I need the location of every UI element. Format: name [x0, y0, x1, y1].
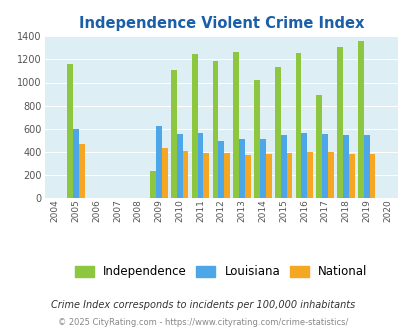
Bar	[337, 47, 342, 198]
Bar	[218, 141, 224, 198]
Bar	[244, 155, 250, 198]
Bar	[301, 133, 307, 198]
Bar	[79, 144, 84, 198]
Bar	[150, 172, 156, 198]
Bar	[182, 151, 188, 198]
Bar	[191, 53, 197, 198]
Bar	[233, 52, 239, 198]
Bar	[171, 70, 176, 198]
Bar	[254, 80, 259, 198]
Text: © 2025 CityRating.com - https://www.cityrating.com/crime-statistics/: © 2025 CityRating.com - https://www.city…	[58, 318, 347, 327]
Bar	[162, 148, 167, 198]
Bar	[176, 134, 182, 198]
Bar	[327, 152, 333, 198]
Bar	[342, 135, 348, 198]
Bar	[357, 42, 363, 198]
Bar	[315, 95, 322, 198]
Bar	[274, 68, 280, 198]
Bar	[307, 152, 312, 198]
Bar	[280, 135, 286, 198]
Legend: Independence, Louisiana, National: Independence, Louisiana, National	[75, 265, 367, 278]
Bar	[67, 64, 73, 198]
Title: Independence Violent Crime Index: Independence Violent Crime Index	[79, 16, 363, 31]
Bar	[239, 139, 244, 198]
Bar	[73, 129, 79, 198]
Bar	[156, 126, 162, 198]
Bar	[197, 133, 203, 198]
Bar	[295, 53, 301, 198]
Bar	[363, 135, 369, 198]
Bar	[224, 153, 229, 198]
Bar	[348, 154, 354, 198]
Bar	[259, 139, 265, 198]
Bar	[322, 134, 327, 198]
Bar	[203, 152, 209, 198]
Bar	[212, 61, 218, 198]
Bar	[265, 154, 271, 198]
Text: Crime Index corresponds to incidents per 100,000 inhabitants: Crime Index corresponds to incidents per…	[51, 300, 354, 310]
Bar	[369, 154, 375, 198]
Bar	[286, 152, 292, 198]
